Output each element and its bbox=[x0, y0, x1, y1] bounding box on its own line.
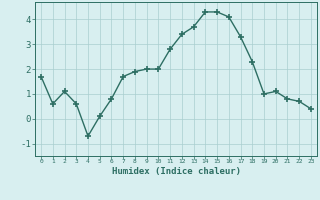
X-axis label: Humidex (Indice chaleur): Humidex (Indice chaleur) bbox=[111, 167, 241, 176]
